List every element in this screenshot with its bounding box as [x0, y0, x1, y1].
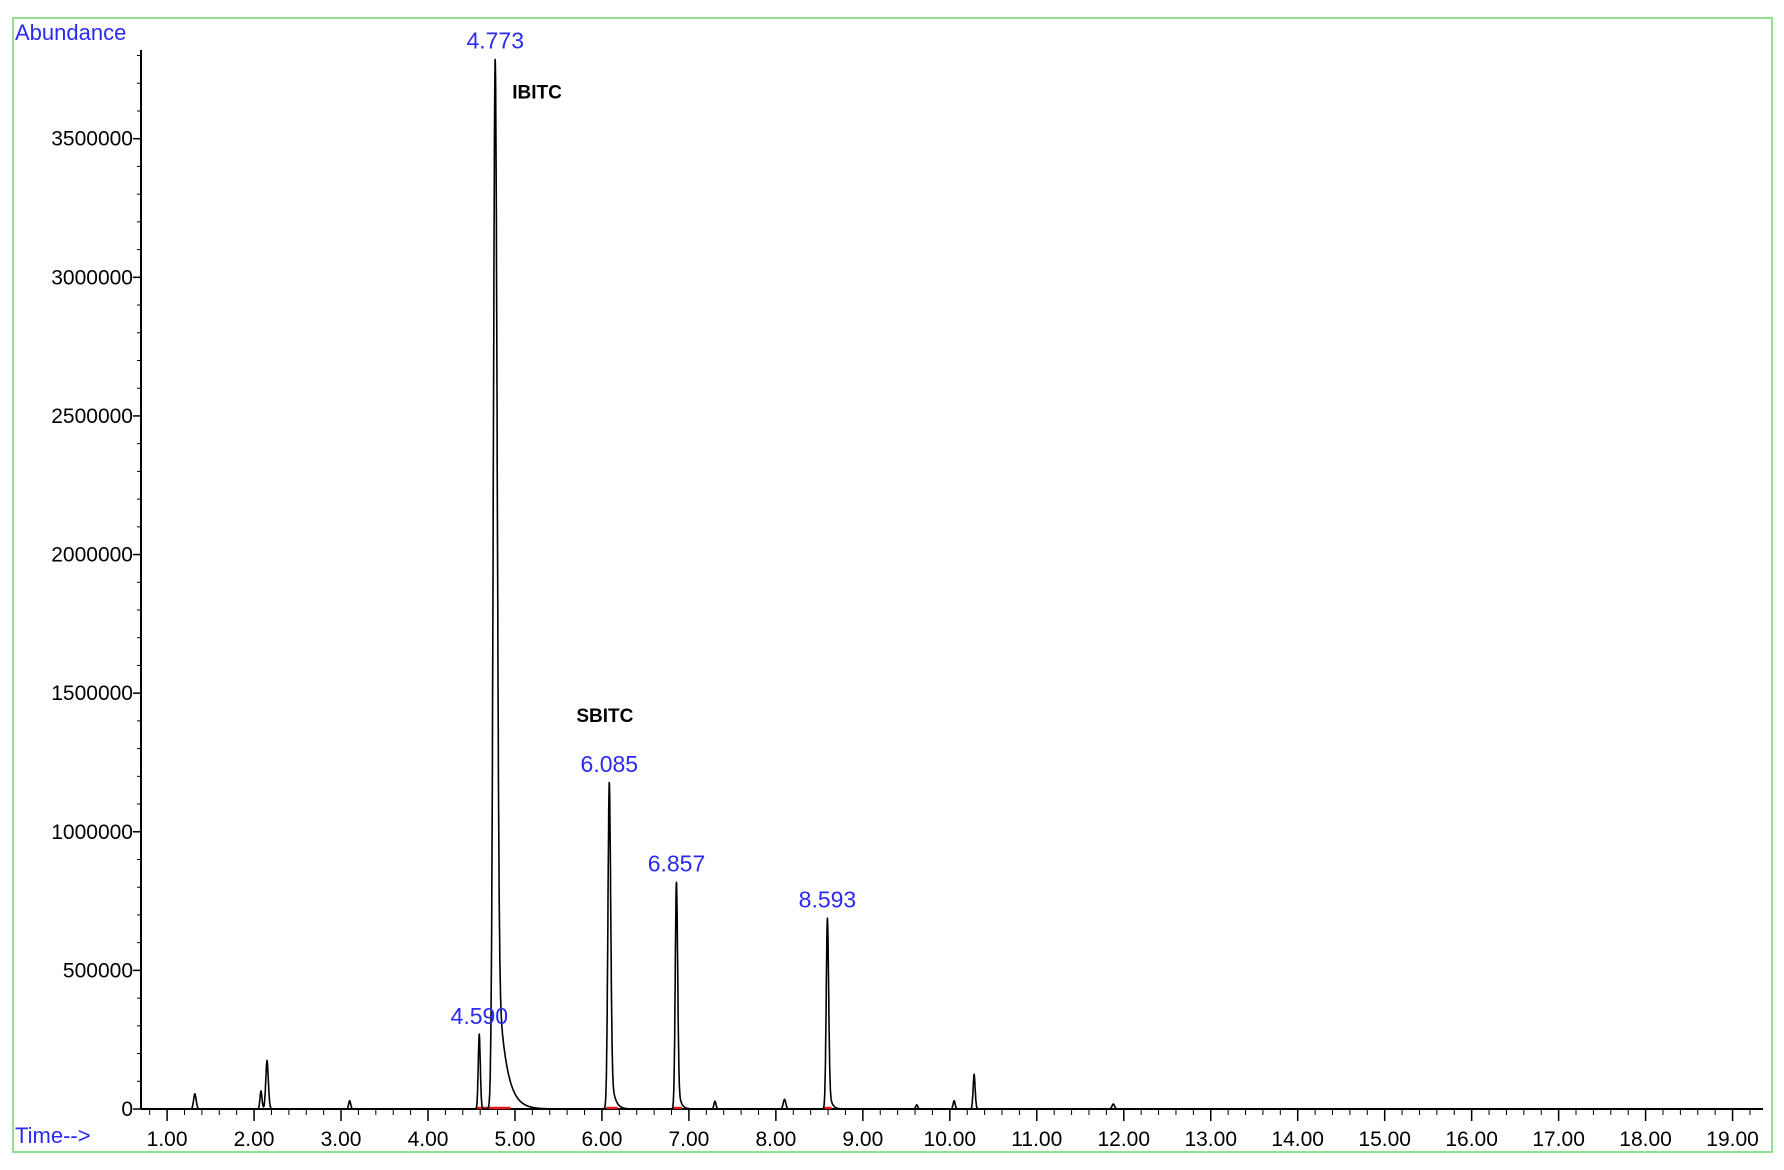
y-tick-label: 1500000	[51, 682, 133, 705]
x-tick-label: 18.00	[1619, 1128, 1672, 1151]
x-tick-label: 2.00	[234, 1128, 275, 1151]
x-tick-label: 15.00	[1358, 1128, 1411, 1151]
x-tick-label: 1.00	[147, 1128, 188, 1151]
peak-label: 4.773	[466, 27, 524, 53]
peak-label: 6.085	[581, 751, 639, 777]
x-tick-label: 14.00	[1271, 1128, 1324, 1151]
peak-label: 4.590	[451, 1003, 509, 1029]
x-tick-label: 6.00	[582, 1128, 623, 1151]
y-tick-label: 3500000	[51, 128, 133, 151]
peak-label: 6.857	[648, 851, 706, 877]
x-tick-label: 16.00	[1445, 1128, 1498, 1151]
compound-label: IBITC	[512, 82, 562, 103]
x-tick-label: 13.00	[1184, 1128, 1237, 1151]
x-tick-label: 3.00	[321, 1128, 362, 1151]
x-tick-label: 12.00	[1097, 1128, 1150, 1151]
y-tick-label: 2500000	[51, 405, 133, 428]
x-tick-label: 9.00	[842, 1128, 883, 1151]
peak-label: 8.593	[799, 887, 857, 913]
y-tick-label: 1000000	[51, 821, 133, 844]
y-tick-label: 2000000	[51, 544, 133, 567]
y-tick-label: 3000000	[51, 266, 133, 289]
x-tick-label: 11.00	[1011, 1128, 1062, 1151]
x-axis-title: Time-->	[15, 1123, 91, 1148]
axes-layer: 0 500000 1000000 1500000 2000000 2500000 30000…	[51, 50, 1763, 1151]
compound-label: SBITC	[576, 706, 633, 727]
x-tick-label: 4.00	[408, 1128, 449, 1151]
x-tick-label: 19.00	[1706, 1128, 1759, 1151]
x-tick-label: 7.00	[668, 1128, 709, 1151]
y-axis-title: Abundance	[15, 20, 126, 45]
x-tick-label: 10.00	[924, 1128, 977, 1151]
y-tick-label: 500000	[63, 959, 133, 982]
x-tick-label: 8.00	[755, 1128, 796, 1151]
y-tick-label: 0	[121, 1098, 133, 1121]
chart-border	[12, 17, 1773, 1153]
label-layer: 4.590 4.773 IBITC 6.085 SBITC 6.857 8.593	[451, 27, 857, 1029]
x-tick-label: 17.00	[1532, 1128, 1585, 1151]
chromatogram-trace	[142, 58, 1762, 1110]
x-tick-label: 5.00	[495, 1128, 536, 1151]
